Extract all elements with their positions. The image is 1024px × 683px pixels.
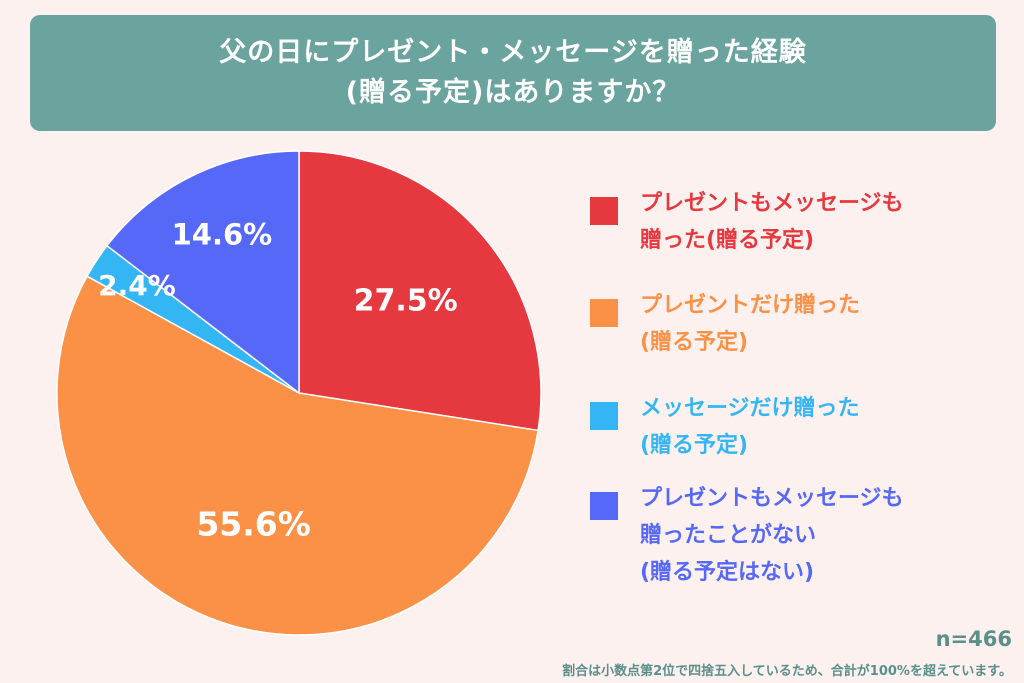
legend-line: 贈った(贈る予定): [640, 228, 815, 253]
legend-line: 贈ったことがない: [640, 523, 817, 548]
legend-line: (贈る予定): [640, 330, 749, 355]
pie-label-none: 14.6%: [172, 218, 273, 252]
chart-title-line-2: (贈る予定)はありますか？: [345, 77, 681, 108]
pie-label-present-only: 55.6%: [196, 504, 311, 543]
pie-slice-none: [105, 150, 300, 395]
legend-item-present-only: プレゼントだけ贈った (贈る予定): [590, 287, 860, 361]
legend-line: (贈る予定): [640, 433, 749, 458]
legend-text-both: プレゼントもメッセージも 贈った(贈る予定): [640, 185, 904, 259]
legend-item-none: プレゼントもメッセージも 贈ったことがない (贈る予定はない): [590, 480, 904, 591]
legend-text-present-only: プレゼントだけ贈った (贈る予定): [640, 287, 860, 361]
legend-swatch-message-only: [590, 402, 618, 430]
pie-slice-both: [298, 150, 542, 432]
legend-line: メッセージだけ贈った: [640, 396, 860, 421]
pie-label-message-only: 2.4%: [98, 269, 176, 302]
legend-line: (贈る予定はない): [640, 560, 815, 585]
pie-labels: 27.5% 55.6% 2.4% 14.6%: [98, 218, 458, 544]
legend-swatch-present-only: [590, 299, 618, 327]
footnote: 割合は小数点第2位で四捨五入しているため、合計が100%を超えています。: [562, 664, 1012, 679]
chart-title-line-1: 父の日にプレゼント・メッセージを贈った経験: [219, 37, 807, 68]
legend-line: プレゼントだけ贈った: [640, 293, 861, 318]
legend-item-message-only: メッセージだけ贈った (贈る予定): [590, 390, 860, 464]
legend-text-message-only: メッセージだけ贈った (贈る予定): [640, 390, 860, 464]
legend-line: プレゼントもメッセージも: [640, 486, 904, 511]
legend-swatch-both: [590, 197, 618, 225]
pie-label-both: 27.5%: [354, 283, 458, 318]
legend-text-none: プレゼントもメッセージも 贈ったことがない (贈る予定はない): [640, 480, 904, 591]
legend-line: プレゼントもメッセージも: [640, 191, 904, 216]
legend-item-both: プレゼントもメッセージも 贈った(贈る予定): [590, 185, 904, 259]
pie-slice-present-only: [56, 275, 539, 636]
chart-title-banner: 父の日にプレゼント・メッセージを贈った経験 (贈る予定)はありますか？: [30, 15, 996, 131]
sample-size: n=466: [935, 627, 1012, 651]
legend-swatch-none: [590, 492, 618, 520]
pie-slices: [56, 150, 542, 636]
